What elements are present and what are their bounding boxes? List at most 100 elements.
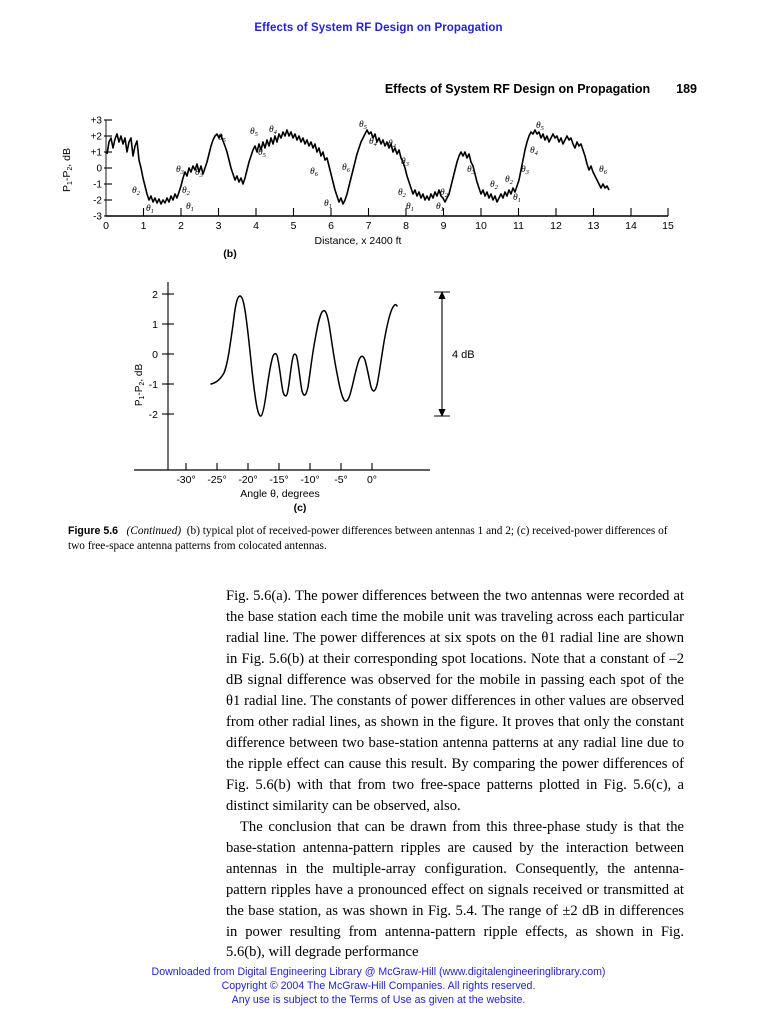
svg-text:1: 1 (152, 319, 158, 331)
panel-c-y-axis-label: P1-P2, dB (134, 364, 146, 407)
chart-panel-b-svg: P1-P2, dB +3 +2 +1 0 -1 -2 -3 (61, 116, 674, 248)
footer-line-terms: Any use is subject to the Terms of Use a… (231, 994, 526, 1007)
chart-panel-c: P1-P2, dB 2 1 0 -1 -2 (130, 270, 490, 500)
body-paragraph-1: Fig. 5.6(a). The power differences betwe… (226, 588, 684, 814)
panel-c-range-label: 4 dB (452, 349, 475, 361)
svg-text:θ2: θ2 (440, 188, 449, 199)
panel-c-x-ticks (185, 463, 373, 470)
svg-text:+3: +3 (91, 116, 103, 127)
figure-caption-text: (b) typical plot of received-power diffe… (68, 525, 668, 552)
svg-text:15: 15 (662, 220, 674, 232)
svg-text:θ1: θ1 (406, 202, 414, 213)
svg-text:+1: +1 (91, 148, 103, 159)
svg-text:3: 3 (216, 220, 222, 232)
svg-text:-15°: -15° (269, 474, 288, 486)
svg-text:θ3: θ3 (521, 165, 530, 176)
page-number: 189 (676, 82, 697, 96)
svg-text:θ4: θ4 (530, 146, 539, 157)
panel-c-x-tick-labels: -30° -25° -20° -15° -10° -5° 0° (176, 474, 377, 486)
svg-text:0: 0 (103, 220, 109, 232)
figure-caption-continued: (Continued) (126, 525, 182, 537)
svg-text:θ3: θ3 (195, 168, 204, 179)
panel-b-x-axis-label: Distance, x 2400 ft (315, 235, 402, 247)
svg-text:-10°: -10° (300, 474, 319, 486)
page-header: Effects of System RF Design on Propagati… (60, 82, 697, 96)
body-text: Fig. 5.6(a). The power differences betwe… (226, 586, 684, 963)
svg-text:2: 2 (178, 220, 184, 232)
page-header-title: Effects of System RF Design on Propagati… (384, 82, 651, 96)
svg-text:11: 11 (513, 220, 524, 232)
svg-text:θ2: θ2 (132, 186, 141, 197)
svg-text:θ6: θ6 (342, 163, 351, 174)
panel-c-caption: (c) (293, 502, 307, 514)
panel-b-y-axis-label: P1-P2, dB (61, 148, 74, 192)
svg-text:θ6: θ6 (599, 165, 608, 176)
figure-5-6: P1-P2, dB +3 +2 +1 0 -1 -2 -3 (0, 108, 757, 518)
svg-text:-3: -3 (93, 212, 102, 223)
panel-b-data-trace (106, 129, 610, 205)
svg-text:-30°: -30° (176, 474, 195, 486)
svg-text:10: 10 (475, 220, 487, 232)
svg-text:θ4: θ4 (369, 137, 378, 148)
svg-text:θ5: θ5 (218, 133, 227, 144)
svg-text:6: 6 (328, 220, 334, 232)
svg-text:θ3: θ3 (467, 165, 476, 176)
figure-caption-number: Figure 5.6 (68, 525, 119, 537)
panel-b-theta-annotations: θ2 θ1 θ3 θ2 θ1 θ3 θ5 θ5 θ4 θ5 θ6 θ1 θ6 θ… (132, 120, 608, 215)
svg-text:+2: +2 (91, 132, 103, 143)
svg-text:-1: -1 (93, 180, 102, 191)
svg-text:θ5: θ5 (250, 127, 259, 138)
svg-text:θ1: θ1 (324, 199, 332, 210)
page-footer: Downloaded from Digital Engineering Libr… (0, 966, 757, 1008)
svg-text:θ3: θ3 (176, 165, 185, 176)
svg-text:θ2: θ2 (490, 180, 499, 191)
svg-text:0: 0 (96, 164, 102, 175)
panel-c-x-axis-label: Angle θ, degrees (240, 488, 319, 500)
panel-b-y-tick-labels: +3 +2 +1 0 -1 -2 -3 (91, 116, 103, 223)
svg-text:8: 8 (403, 220, 409, 232)
svg-text:θ1: θ1 (146, 204, 154, 215)
top-running-head: Effects of System RF Design on Propagati… (254, 22, 503, 34)
svg-text:θ2: θ2 (398, 188, 407, 199)
panel-b-caption: (b) (223, 248, 237, 260)
svg-text:-20°: -20° (238, 474, 257, 486)
panel-c-data-curve (210, 295, 398, 417)
svg-text:θ6: θ6 (310, 167, 319, 178)
footer-line-download: Downloaded from Digital Engineering Libr… (151, 966, 606, 979)
chart-panel-c-svg: P1-P2, dB 2 1 0 -1 -2 (134, 282, 475, 500)
svg-text:12: 12 (550, 220, 562, 232)
svg-text:-2: -2 (149, 409, 158, 421)
panel-b-x-ticks (142, 208, 669, 216)
svg-text:13: 13 (588, 220, 600, 232)
svg-text:θ2: θ2 (505, 175, 514, 186)
svg-text:9: 9 (441, 220, 447, 232)
svg-text:-5°: -5° (334, 474, 348, 486)
svg-text:θ1: θ1 (436, 202, 444, 213)
svg-text:-25°: -25° (207, 474, 226, 486)
chart-panel-b: P1-P2, dB +3 +2 +1 0 -1 -2 -3 (58, 108, 718, 248)
body-paragraph-2: The conclusion that can be drawn from th… (226, 818, 684, 961)
svg-text:-2: -2 (93, 196, 102, 207)
svg-text:4: 4 (253, 220, 259, 232)
svg-text:2: 2 (152, 289, 158, 301)
svg-text:θ5: θ5 (258, 148, 267, 159)
panel-b-y-axis (104, 119, 112, 217)
panel-c-range-annotation: 4 dB (434, 291, 475, 417)
figure-caption: Figure 5.6 (Continued) (b) typical plot … (68, 524, 684, 553)
svg-text:θ3: θ3 (401, 157, 410, 168)
panel-c-y-tick-labels: 2 1 0 -1 -2 (149, 289, 159, 421)
panel-c-y-ticks (162, 293, 174, 415)
footer-line-copyright: Copyright © 2004 The McGraw-Hill Compani… (221, 980, 536, 993)
svg-text:0: 0 (152, 349, 158, 361)
svg-text:θ2: θ2 (182, 186, 191, 197)
svg-text:14: 14 (625, 220, 637, 232)
svg-text:θ5: θ5 (536, 121, 545, 132)
svg-text:θ1: θ1 (513, 193, 521, 204)
svg-text:-1: -1 (149, 379, 158, 391)
svg-text:1: 1 (141, 220, 147, 232)
svg-text:5: 5 (291, 220, 297, 232)
svg-text:θ4: θ4 (388, 139, 397, 150)
svg-text:θ4: θ4 (269, 125, 278, 136)
svg-text:0°: 0° (367, 474, 377, 486)
